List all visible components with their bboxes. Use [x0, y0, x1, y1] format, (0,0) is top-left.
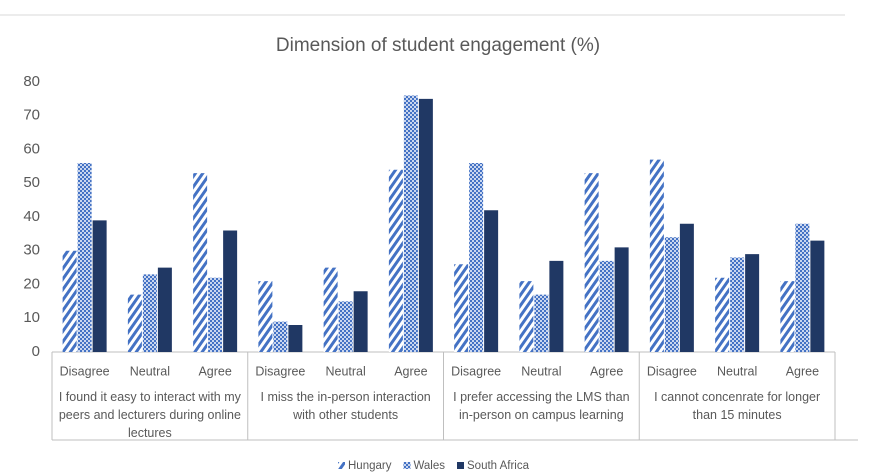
bar	[715, 277, 730, 352]
bar	[127, 294, 142, 352]
group-label: I cannot concenrate for longer than 15 m…	[654, 390, 821, 422]
y-tick-label: 80	[23, 73, 40, 90]
bar	[338, 301, 353, 352]
bar	[92, 220, 107, 352]
bar	[679, 223, 694, 352]
bar	[795, 223, 810, 352]
bar	[810, 240, 825, 352]
bar	[388, 169, 403, 352]
bar	[614, 247, 629, 352]
bar	[649, 159, 664, 352]
legend-label: Wales	[413, 460, 445, 472]
legend-swatch	[338, 462, 345, 469]
x-tick-label: Disagree	[255, 364, 305, 378]
bar	[208, 277, 223, 352]
bar	[288, 325, 303, 352]
bar	[353, 291, 368, 352]
x-tick-label: Neutral	[717, 364, 757, 378]
bar	[223, 230, 238, 352]
x-tick-label: Disagree	[451, 364, 501, 378]
x-tick-label: Agree	[590, 364, 623, 378]
x-tick-label: Disagree	[60, 364, 110, 378]
y-tick-label: 70	[23, 107, 40, 124]
bar	[418, 98, 433, 352]
bar	[142, 274, 157, 352]
bar	[519, 281, 534, 352]
bar	[193, 173, 208, 352]
x-tick-label: Agree	[786, 364, 819, 378]
y-tick-label: 10	[23, 309, 40, 326]
bar	[469, 163, 484, 352]
bar	[584, 173, 599, 352]
y-tick-label: 30	[23, 242, 40, 259]
chart-title: Dimension of student engagement (%)	[276, 35, 600, 56]
bar	[157, 267, 172, 352]
y-tick-label: 50	[23, 174, 40, 191]
bar	[730, 257, 745, 352]
bar	[484, 210, 499, 352]
bar	[323, 267, 338, 352]
legend-label: South Africa	[467, 460, 530, 472]
bar	[273, 321, 288, 352]
group-label: I found it easy to interact with my peer…	[58, 390, 241, 440]
bar	[745, 254, 760, 352]
bar	[599, 260, 614, 352]
bar	[454, 264, 469, 352]
legend-swatch	[403, 462, 411, 469]
x-tick-label: Disagree	[647, 364, 697, 378]
y-tick-label: 20	[23, 275, 40, 292]
x-tick-label: Agree	[394, 364, 427, 378]
bar	[258, 281, 273, 352]
x-tick-label: Neutral	[521, 364, 561, 378]
bar	[780, 281, 795, 352]
bar	[77, 163, 92, 352]
bar	[664, 237, 679, 352]
group-label: I miss the in-person interaction with ot…	[260, 390, 431, 422]
bar	[62, 250, 77, 352]
y-tick-label: 60	[23, 140, 40, 157]
legend-label: Hungary	[348, 460, 392, 472]
bar	[549, 260, 564, 352]
y-tick-label: 40	[23, 208, 40, 225]
x-tick-label: Neutral	[130, 364, 170, 378]
y-tick-label: 0	[32, 343, 40, 360]
x-tick-label: Neutral	[325, 364, 365, 378]
x-tick-label: Agree	[198, 364, 231, 378]
bar	[534, 294, 549, 352]
group-label: I prefer accessing the LMS than in-perso…	[453, 390, 630, 422]
bar	[403, 95, 418, 352]
legend-swatch	[457, 462, 464, 469]
